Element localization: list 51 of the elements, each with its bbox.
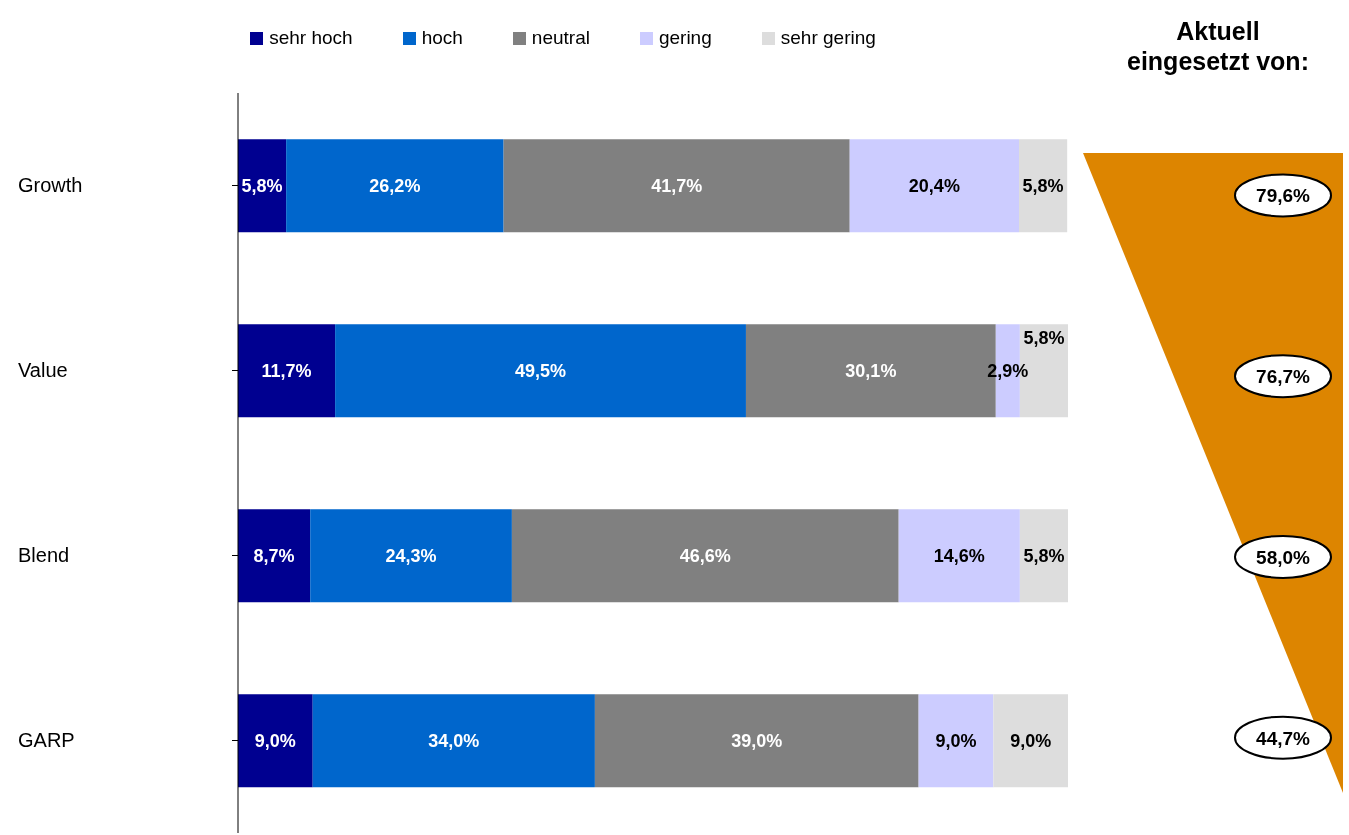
data-label: 5,8% xyxy=(1023,545,1065,566)
bar xyxy=(286,139,504,233)
data-label: 9,0% xyxy=(1010,730,1052,751)
legend-label: sehr hoch xyxy=(269,27,353,49)
y-tick-label: GARP xyxy=(18,728,75,751)
data-label: 9,0% xyxy=(935,730,977,751)
text: 44,7% xyxy=(1256,727,1311,749)
bar xyxy=(849,139,1020,233)
data-label: 39,0% xyxy=(731,730,783,751)
bar xyxy=(511,509,899,603)
data-label: 30,1% xyxy=(845,360,897,381)
data-label: 5,8% xyxy=(1022,175,1064,196)
data-label: 34,0% xyxy=(428,730,480,751)
y-tick-label: Growth xyxy=(18,173,83,196)
y-tick-label: Value xyxy=(18,358,68,381)
data-label: 20,4% xyxy=(908,175,960,196)
legend-label: sehr gering xyxy=(780,27,876,49)
legend-label: gering xyxy=(658,27,712,49)
text: Aktuell eingesetzt von: xyxy=(1126,16,1310,76)
legend-label: neutral xyxy=(531,27,590,49)
data-label: 49,5% xyxy=(515,360,567,381)
bar xyxy=(238,694,313,788)
bar xyxy=(594,694,919,788)
data-label: 5,8% xyxy=(241,175,283,196)
data-label: 11,7% xyxy=(261,360,312,381)
data-label: 26,2% xyxy=(369,175,421,196)
data-label: 41,7% xyxy=(651,175,703,196)
data-label: 5,8% xyxy=(1023,328,1065,349)
bar xyxy=(898,509,1020,603)
bar xyxy=(1019,509,1068,603)
y-tick-label: Blend xyxy=(18,543,70,566)
bar xyxy=(312,694,595,788)
text: 58,0% xyxy=(1256,546,1311,568)
data-label: 14,6% xyxy=(933,545,985,566)
bar xyxy=(1019,139,1068,233)
bar xyxy=(918,694,994,788)
data-label: 8,7% xyxy=(253,545,295,566)
legend-label: hoch xyxy=(421,27,463,49)
bar xyxy=(238,509,311,603)
data-label: 2,9% xyxy=(987,360,1029,381)
data-label: 9,0% xyxy=(254,730,296,751)
bar xyxy=(993,694,1068,788)
bar xyxy=(310,509,512,603)
bar xyxy=(335,324,746,418)
text: 79,6% xyxy=(1256,185,1311,207)
data-label: 46,6% xyxy=(679,545,731,566)
text: 76,7% xyxy=(1256,366,1311,388)
bar xyxy=(503,139,850,233)
bar xyxy=(238,324,336,418)
bar xyxy=(238,139,287,233)
data-label: 24,3% xyxy=(385,545,437,566)
